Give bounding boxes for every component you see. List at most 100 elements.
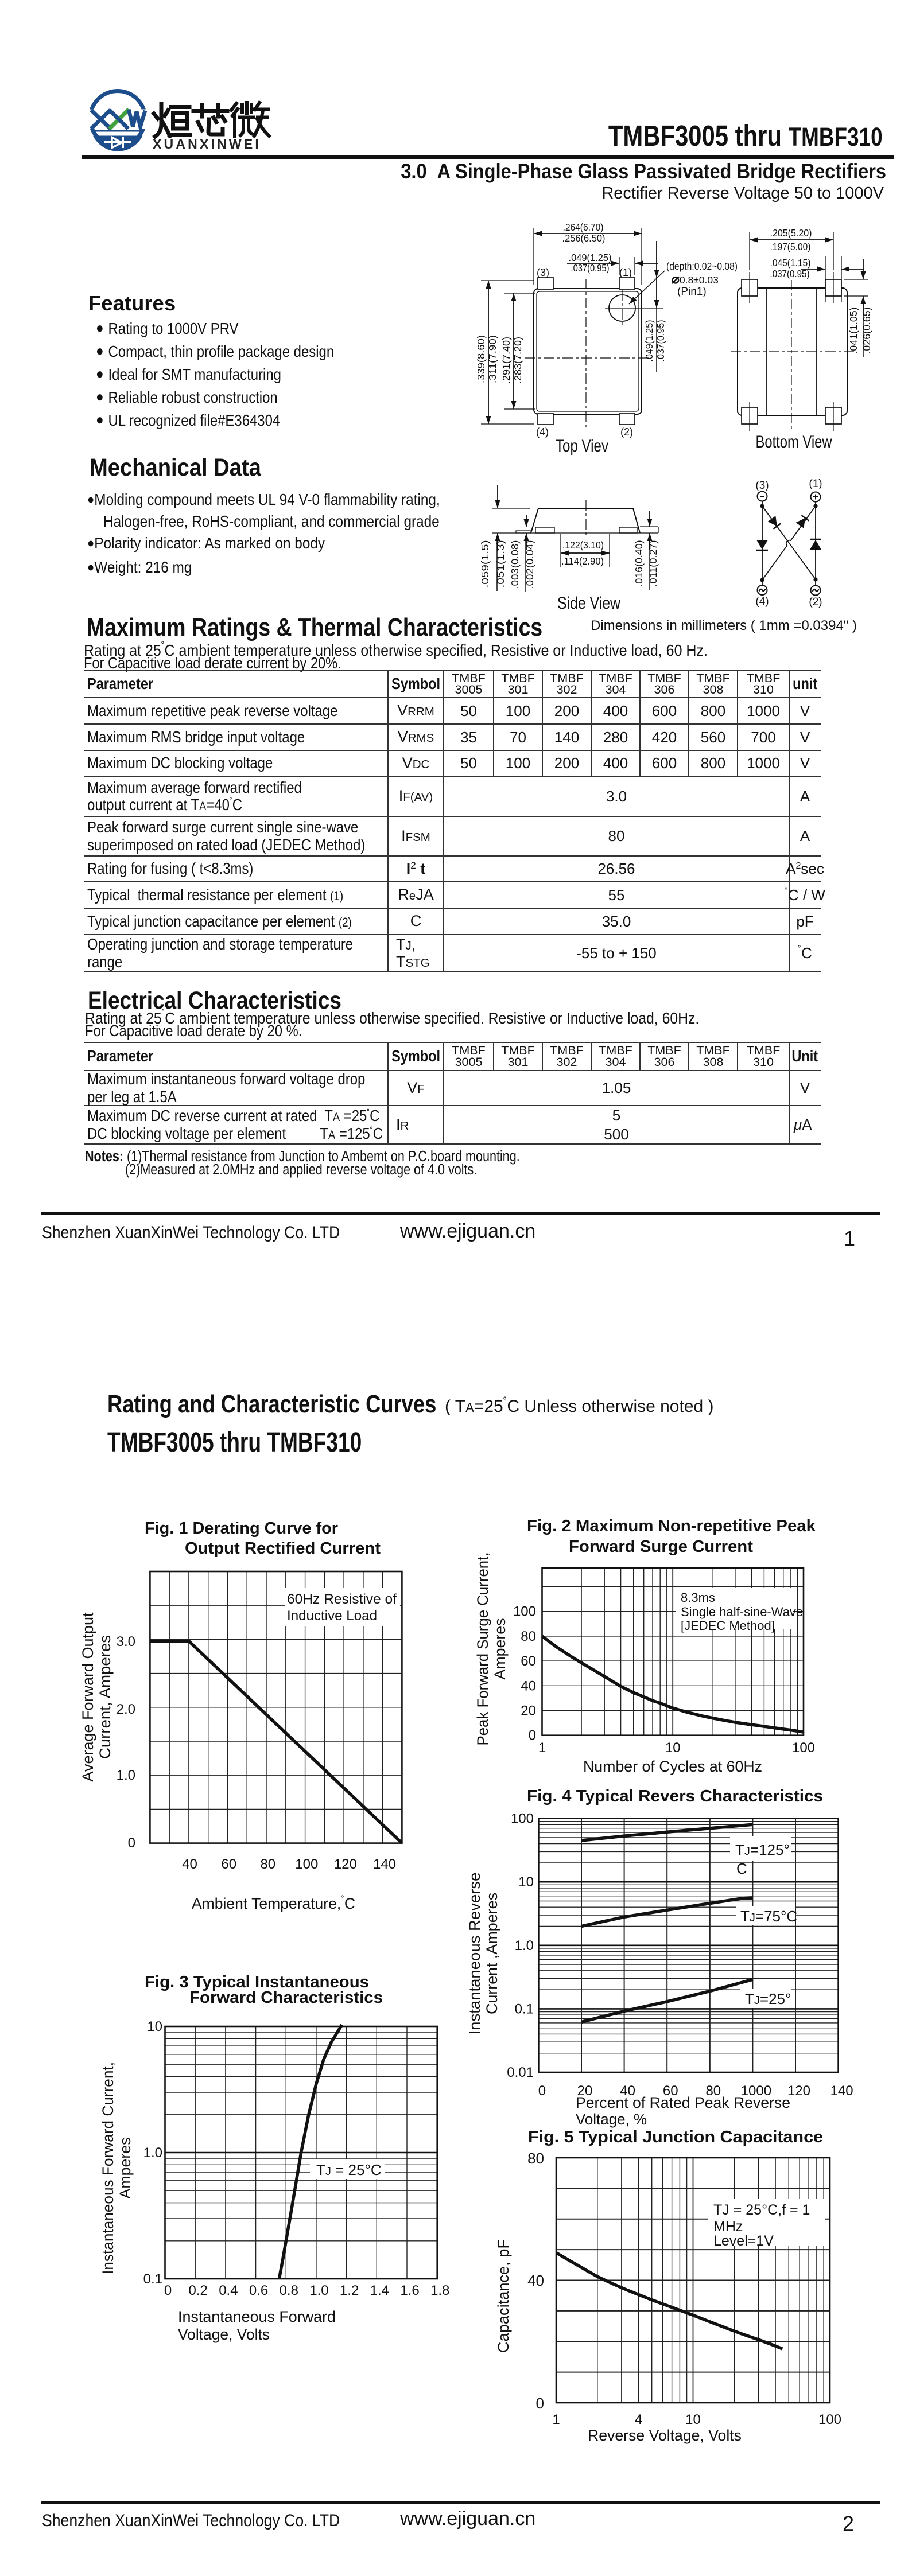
svg-text:Side View: Side View	[557, 594, 620, 613]
svg-text:100: 100	[295, 1857, 318, 1872]
svg-text:0: 0	[164, 2283, 172, 2298]
svg-text:.059(1.5): .059(1.5)	[479, 540, 491, 588]
svg-text:3.0: 3.0	[117, 1634, 135, 1649]
svg-text:Forward Surge Current: Forward Surge Current	[569, 1538, 753, 1556]
svg-text:120: 120	[334, 1857, 357, 1872]
svg-text:.051(1.3): .051(1.3)	[495, 540, 506, 588]
svg-text:.205(5.20): .205(5.20)	[770, 227, 812, 239]
svg-text:140: 140	[373, 1857, 396, 1872]
svg-text:.037(0.95): .037(0.95)	[571, 262, 610, 274]
svg-text:0: 0	[529, 1728, 536, 1744]
svg-text:Amperes: Amperes	[117, 2138, 134, 2199]
svg-text:0.6: 0.6	[249, 2283, 268, 2298]
svg-text:40: 40	[620, 2083, 635, 2099]
svg-text:0.01: 0.01	[507, 2065, 534, 2080]
svg-text:(Pin1): (Pin1)	[677, 286, 707, 298]
svg-text:Amperes: Amperes	[491, 1618, 509, 1680]
svg-text:Single half-sine-Wave: Single half-sine-Wave	[681, 1605, 803, 1619]
svg-text:.311(7.90): .311(7.90)	[487, 335, 498, 383]
svg-text:.045(1.15): .045(1.15)	[770, 257, 811, 269]
svg-text:0: 0	[128, 1835, 135, 1851]
svg-text:1.0: 1.0	[117, 1768, 135, 1783]
svg-text:1.0: 1.0	[515, 1938, 534, 1954]
svg-text:Instantaneous Reverse: Instantaneous Reverse	[466, 1873, 483, 2035]
svg-text:80: 80	[705, 2083, 721, 2099]
svg-text:.339(8.60): .339(8.60)	[475, 335, 487, 383]
svg-text:40: 40	[182, 1857, 197, 1872]
svg-text:0.2: 0.2	[189, 2283, 208, 2298]
svg-text:Fig. 3 Typical Instantaneous: Fig. 3 Typical Instantaneous	[145, 1973, 369, 1991]
svg-text:Level=1V: Level=1V	[713, 2233, 774, 2249]
svg-text:.003(0.08): .003(0.08)	[509, 540, 521, 589]
svg-text:(1): (1)	[619, 267, 632, 278]
svg-text:1.2: 1.2	[340, 2283, 359, 2298]
svg-text:Output Rectified Current: Output Rectified Current	[185, 1539, 381, 1558]
svg-text:0.4: 0.4	[219, 2283, 238, 2298]
svg-text:(3): (3)	[537, 267, 549, 278]
svg-text:0.1: 0.1	[143, 2271, 162, 2287]
svg-text:Instantaneous Forward Current,: Instantaneous Forward Current,	[99, 2062, 117, 2274]
svg-text:60: 60	[221, 1857, 236, 1872]
svg-text:MHz: MHz	[713, 2219, 743, 2235]
svg-text:Average Forward Output: Average Forward Output	[79, 1612, 96, 1781]
svg-text:60: 60	[663, 2083, 678, 2099]
svg-text:(1): (1)	[809, 478, 822, 490]
svg-text:60: 60	[521, 1653, 536, 1669]
svg-text:(4): (4)	[536, 426, 549, 438]
svg-text:2.0: 2.0	[117, 1702, 135, 1717]
svg-text:80: 80	[521, 1629, 536, 1644]
svg-text:XUANXINWEI: XUANXINWEI	[153, 137, 261, 151]
svg-text:C: C	[736, 1860, 747, 1877]
svg-text:.256(6.50): .256(6.50)	[562, 232, 606, 244]
svg-text:Fig. 1 Derating Curve for: Fig. 1 Derating Curve for	[145, 1519, 338, 1538]
svg-text:60Hz Resistive of: 60Hz Resistive of	[287, 1591, 397, 1607]
svg-text:TJ=125°: TJ=125°	[735, 1841, 790, 1858]
svg-text:.041(1.05): .041(1.05)	[848, 308, 859, 354]
svg-text:Forward Characteristics: Forward Characteristics	[189, 1989, 383, 2007]
svg-text:.037(0.95): .037(0.95)	[770, 268, 810, 279]
svg-text:20: 20	[521, 1703, 536, 1719]
svg-text:1000: 1000	[741, 2083, 771, 2099]
svg-text:Fig. 5 Typical Junction Capaci: Fig. 5 Typical Junction Capacitance	[528, 2128, 823, 2146]
svg-text:Voltage, Volts: Voltage, Volts	[178, 2326, 270, 2343]
svg-text:40: 40	[527, 2272, 544, 2289]
svg-text:20: 20	[577, 2083, 593, 2099]
svg-text:100: 100	[792, 1740, 815, 1756]
svg-text:TJ=25°: TJ=25°	[745, 1990, 791, 2007]
svg-text:1: 1	[552, 2412, 560, 2427]
svg-text:10: 10	[685, 2412, 701, 2427]
svg-text:Current, Amperes: Current, Amperes	[96, 1635, 114, 1759]
svg-text:1.8: 1.8	[430, 2283, 449, 2298]
svg-text:⌀0.8±0.03: ⌀0.8±0.03	[672, 271, 719, 286]
svg-text:(depth:0.02~0.08): (depth:0.02~0.08)	[666, 260, 738, 272]
svg-text:100: 100	[513, 1604, 536, 1620]
svg-text:.197(5.00): .197(5.00)	[770, 241, 811, 252]
svg-text:TJ=75°C: TJ=75°C	[740, 1908, 797, 1925]
svg-text:Capacitance, pF: Capacitance, pF	[495, 2239, 512, 2353]
svg-text:140: 140	[830, 2083, 853, 2099]
svg-text:Bottom View: Bottom View	[756, 433, 832, 452]
svg-text:.002(0.04): .002(0.04)	[524, 540, 535, 589]
svg-text:Current ,Amperes: Current ,Amperes	[483, 1893, 500, 2014]
svg-text:(2): (2)	[620, 426, 633, 438]
svg-text:.037(0.95): .037(0.95)	[655, 320, 666, 362]
svg-text:Instantaneous Forward: Instantaneous Forward	[178, 2308, 336, 2325]
svg-text:(4): (4)	[755, 596, 769, 608]
svg-text:Peak Forward Surge Current,: Peak Forward Surge Current,	[474, 1552, 491, 1746]
svg-text:0.8: 0.8	[280, 2283, 298, 2298]
svg-text:Reverse Voltage, Volts: Reverse Voltage, Volts	[588, 2427, 742, 2444]
svg-text:.283(7.20): .283(7.20)	[512, 337, 523, 384]
svg-text:100: 100	[511, 1811, 534, 1827]
svg-text:10: 10	[665, 1740, 681, 1756]
svg-text:80: 80	[260, 1857, 275, 1872]
svg-text:100: 100	[818, 2412, 841, 2427]
svg-text:.049(1.25): .049(1.25)	[643, 320, 655, 362]
svg-text:1.4: 1.4	[370, 2283, 389, 2298]
svg-text:1.6: 1.6	[400, 2283, 419, 2298]
svg-text:.026(0.65): .026(0.65)	[861, 308, 872, 354]
svg-text:.291(7.40): .291(7.40)	[500, 337, 512, 384]
svg-text:1.0: 1.0	[143, 2145, 162, 2161]
svg-text:Fig. 2 Maximum Non-repetitive: Fig. 2 Maximum Non-repetitive Peak	[527, 1517, 816, 1535]
svg-text:Fig. 4 Typical Revers Characte: Fig. 4 Typical Revers Characteristics	[527, 1787, 823, 1805]
svg-text:Voltage, %: Voltage, %	[576, 2111, 647, 2128]
